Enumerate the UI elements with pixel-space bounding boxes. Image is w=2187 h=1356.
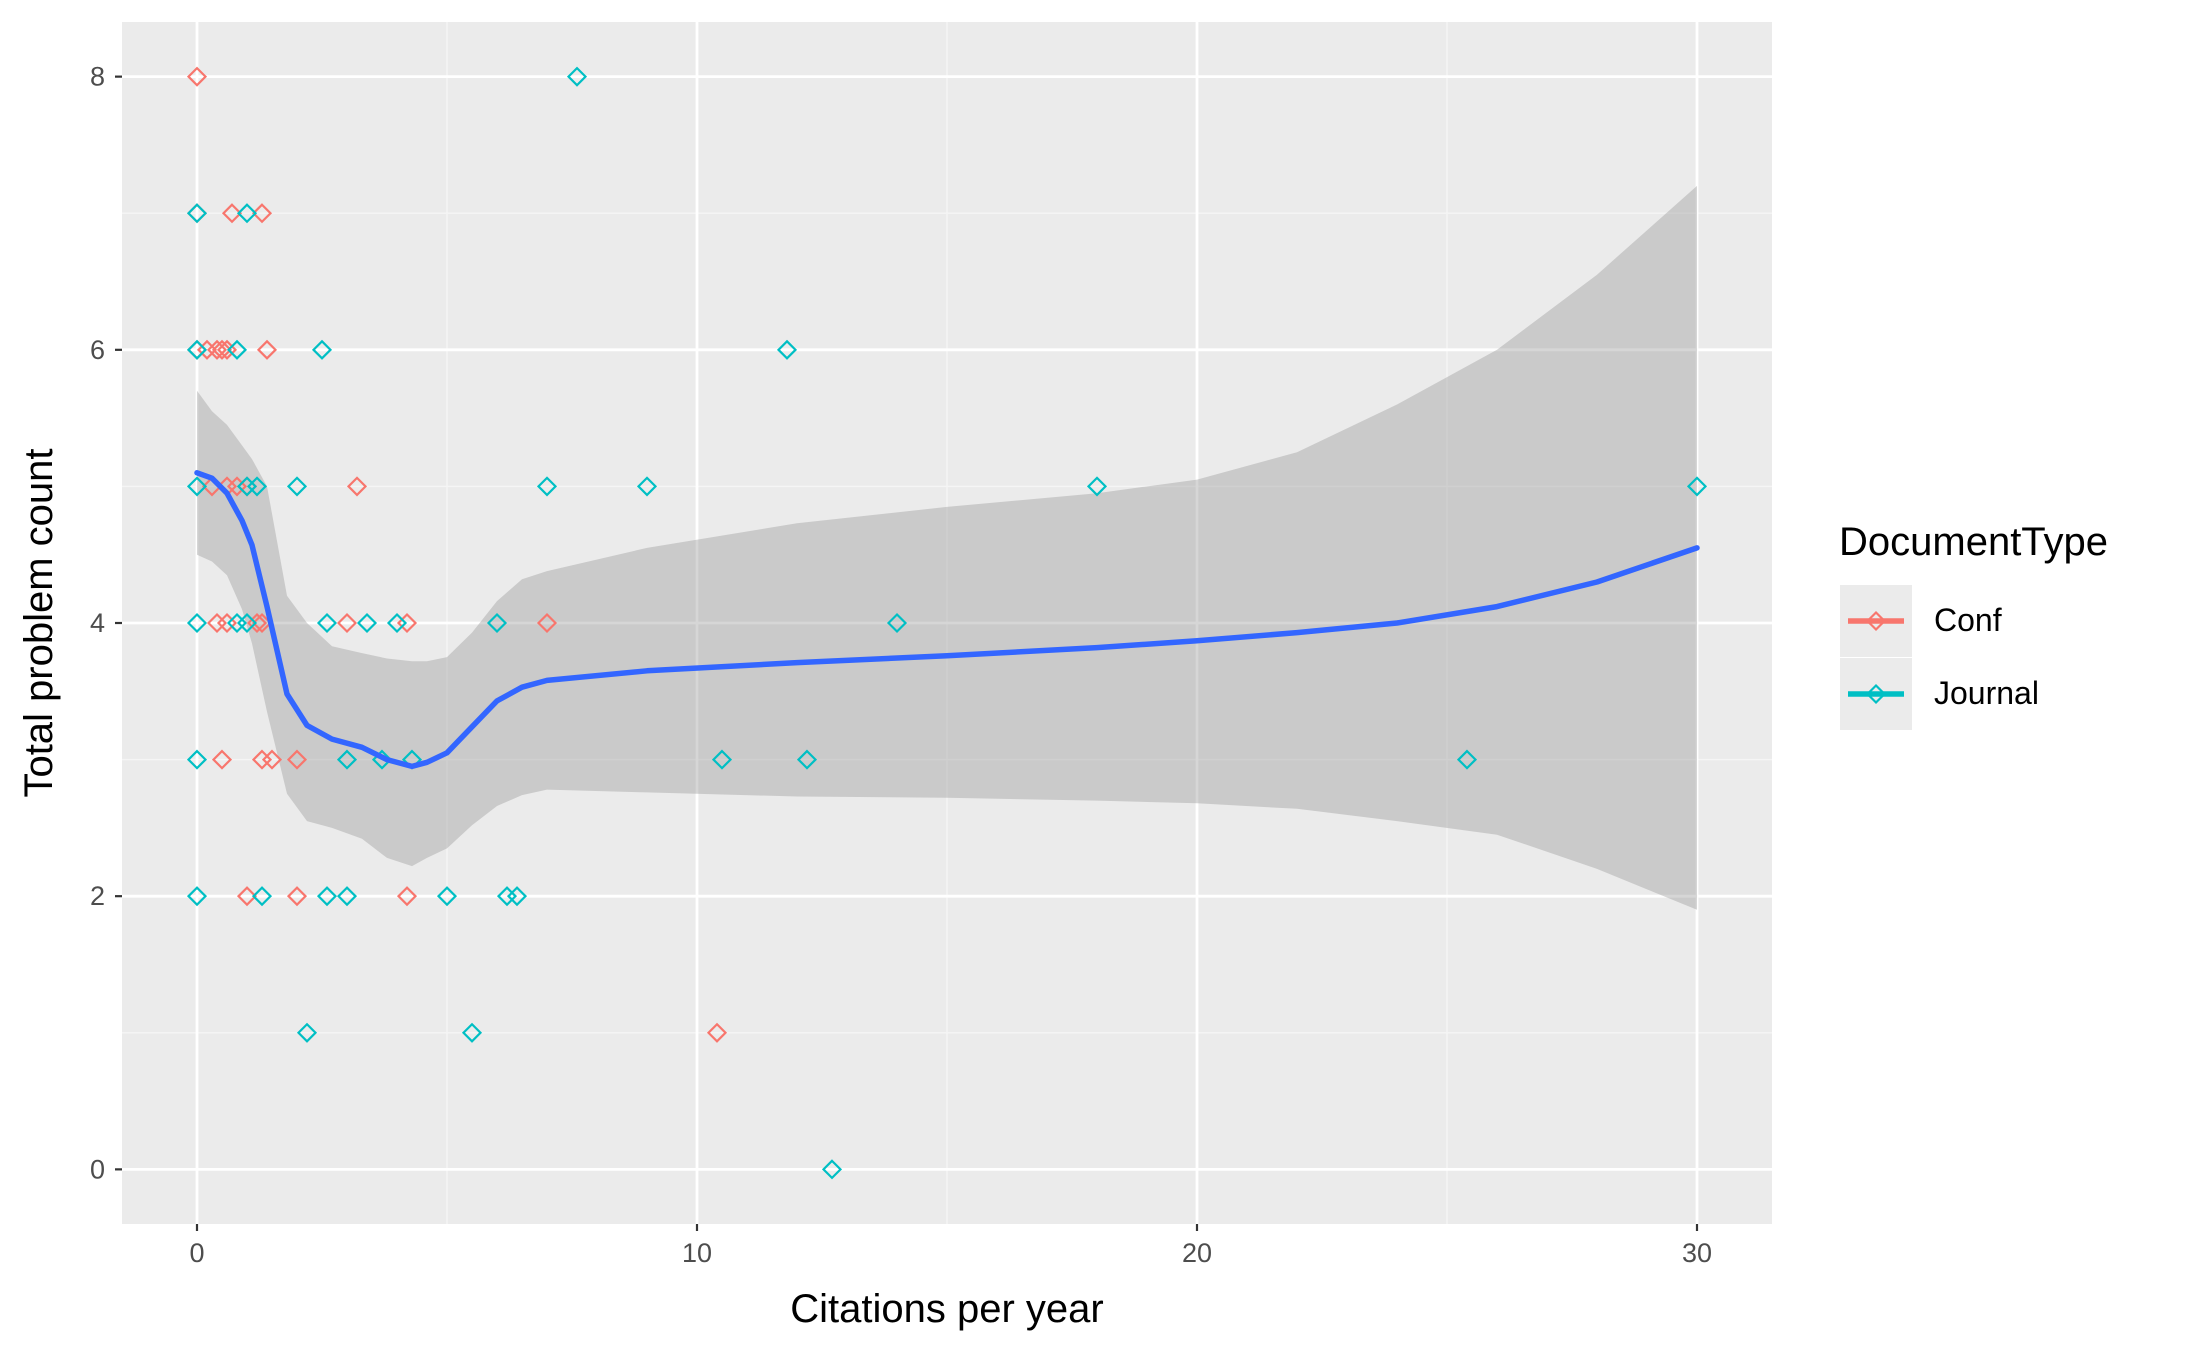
data-point-journal: [226, 339, 248, 360]
data-point-journal: [886, 612, 908, 634]
data-point-journal: [296, 1022, 318, 1043]
data-point-journal: [536, 476, 558, 497]
smooth-line-layer: [194, 470, 1700, 770]
data-point-journal: [1456, 749, 1478, 770]
x-tick-label: 30: [1682, 1238, 1712, 1268]
data-point-journal: [486, 612, 508, 634]
data-point-conf: [346, 476, 368, 497]
data-point-journal: [821, 1159, 843, 1180]
data-point-journal: [436, 886, 458, 907]
x-tick-label: 10: [682, 1238, 712, 1268]
legend-key-diamond-icon: [1865, 610, 1887, 632]
data-point-conf: [236, 886, 258, 907]
data-point-journal: [386, 612, 408, 634]
data-point-journal: [1086, 476, 1108, 497]
confidence-band-layer: [197, 185, 1697, 910]
data-point-conf: [186, 66, 208, 87]
data-point-conf: [336, 612, 358, 634]
y-tick-label: 6: [90, 335, 105, 365]
data-point-journal: [186, 476, 208, 497]
data-point-journal: [286, 476, 308, 497]
data-point-journal: [566, 66, 588, 87]
data-point-journal: [636, 476, 658, 497]
legend-item-journal: Journal: [1840, 658, 2039, 730]
data-point-journal: [246, 476, 268, 497]
x-tick-label: 20: [1182, 1238, 1212, 1268]
data-point-journal: [356, 612, 378, 634]
legend-item-conf: Conf: [1840, 585, 2002, 657]
data-point-journal: [461, 1022, 483, 1043]
data-point-journal: [251, 886, 273, 907]
data-point-conf: [706, 1022, 728, 1043]
data-point-conf: [286, 749, 308, 770]
data-point-journal: [316, 612, 338, 634]
legend-items: Conf Journal: [1840, 585, 2039, 730]
data-point-journal: [336, 749, 358, 770]
data-point-conf: [536, 612, 558, 634]
axes-layer: 0 10 20 30 0 2 4 6 8: [90, 62, 1712, 1268]
data-point-journal: [711, 749, 733, 770]
y-tick-label: 4: [90, 608, 105, 638]
smooth-line: [194, 470, 1700, 770]
legend: DocumentType Conf Journal: [1839, 520, 2108, 730]
data-point-journal: [186, 886, 208, 907]
data-point-journal: [1686, 476, 1708, 497]
points-layer: [186, 66, 1708, 1180]
data-point-journal: [336, 886, 358, 907]
data-point-conf: [396, 886, 418, 907]
data-point-conf: [256, 339, 278, 360]
data-point-journal: [186, 203, 208, 224]
legend-key-diamond-icon: [1865, 683, 1887, 705]
legend-label: Journal: [1934, 675, 2039, 711]
data-point-conf: [221, 203, 243, 224]
confidence-band: [197, 185, 1697, 910]
data-point-conf: [251, 203, 273, 224]
data-point-journal: [506, 886, 528, 907]
data-point-journal: [186, 749, 208, 770]
legend-label: Conf: [1934, 602, 2002, 638]
data-point-conf: [286, 886, 308, 907]
data-point-conf: [261, 749, 283, 770]
data-point-journal: [311, 339, 333, 360]
x-tick-label: 0: [189, 1238, 204, 1268]
data-point-journal: [316, 886, 338, 907]
data-point-journal: [186, 339, 208, 360]
data-point-journal: [236, 203, 258, 224]
y-tick-label: 0: [90, 1154, 105, 1184]
data-point-journal: [776, 339, 798, 360]
data-point-conf: [211, 339, 233, 360]
legend-title: DocumentType: [1839, 520, 2108, 564]
data-point-journal: [236, 612, 258, 634]
data-point-conf: [211, 749, 233, 770]
data-point-journal: [796, 749, 818, 770]
x-axis-title: Citations per year: [790, 1287, 1103, 1331]
y-tick-label: 8: [90, 62, 105, 92]
data-point-journal: [186, 612, 208, 634]
y-axis-title: Total problem count: [17, 448, 61, 797]
y-tick-label: 2: [90, 881, 105, 911]
